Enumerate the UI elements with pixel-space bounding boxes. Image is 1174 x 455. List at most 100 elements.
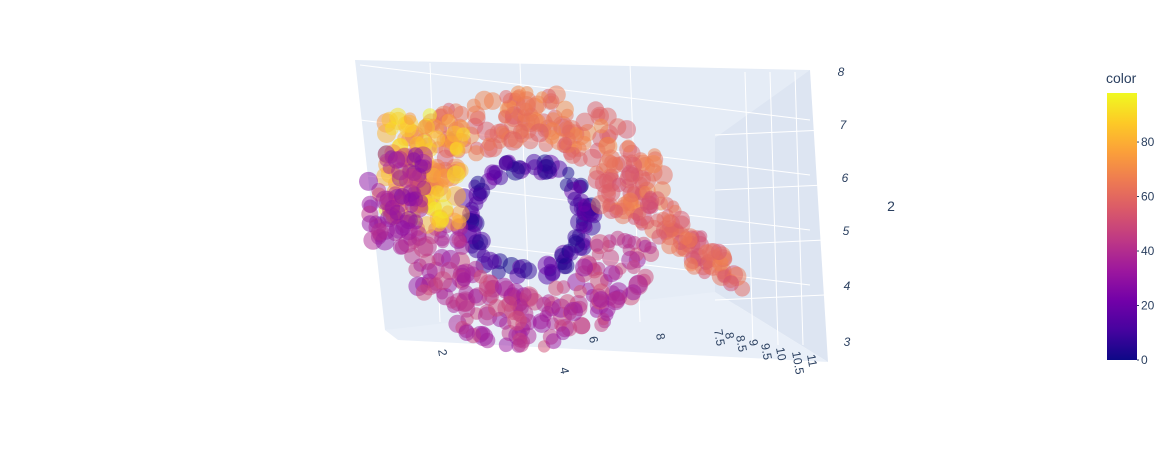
scatter-point: [512, 89, 526, 102]
x-tick-label: 4: [557, 366, 572, 375]
scatter-point: [457, 300, 476, 318]
scatter-point: [644, 241, 657, 255]
grid-line: [769, 71, 779, 346]
scatter-point: [498, 156, 513, 171]
grid-line: [794, 71, 804, 346]
z-axis: 3 4 5 6 7 8 2: [838, 65, 895, 349]
scatter-point: [556, 100, 574, 119]
scatter-point: [389, 107, 407, 125]
scatter-point: [589, 234, 610, 255]
scatter-point: [384, 200, 401, 216]
scatter-point: [600, 308, 614, 322]
scatter-point: [468, 196, 484, 212]
scatter-point: [594, 317, 609, 332]
scatter-point: [562, 166, 575, 179]
scatter-point: [430, 185, 445, 200]
scatter-point: [403, 112, 417, 125]
scatter-point: [621, 139, 635, 153]
y-tick-label: 10.5: [789, 350, 807, 376]
grid-line: [714, 239, 826, 246]
scatter-point: [391, 162, 410, 181]
scatter-point: [620, 166, 640, 186]
scatter-point: [417, 159, 432, 174]
scatter-point: [359, 171, 378, 191]
colorbar: color 0 20 40 60 80: [1106, 70, 1155, 367]
scatter-point: [646, 201, 659, 214]
scatter-point: [512, 124, 529, 140]
scatter-point: [468, 145, 485, 162]
scatter-point: [603, 265, 621, 283]
scatter-point: [593, 118, 609, 134]
y-tick-label: 9: [746, 338, 761, 347]
scatter-point: [587, 101, 605, 119]
grid-line: [714, 129, 826, 136]
x-tick-label: 2: [435, 348, 450, 357]
scatter-point: [526, 159, 543, 176]
z-tick-label: 6: [842, 171, 849, 185]
scatter-point: [557, 257, 575, 275]
scatter-point: [723, 275, 739, 292]
scatter-point: [513, 259, 533, 279]
z-tick-label: 5: [843, 224, 850, 238]
scatter-point: [385, 121, 399, 136]
scatter-point: [572, 316, 591, 335]
scatter-point: [548, 280, 564, 296]
scatter-point: [488, 164, 503, 179]
z-tick-label: 4: [844, 279, 851, 293]
scatter-point: [453, 105, 470, 123]
scatter-point: [671, 210, 691, 229]
scatter-point: [662, 213, 676, 228]
colorbar-tick-label: 40: [1141, 244, 1155, 258]
z-tick-label: 8: [838, 65, 845, 79]
scatter-point: [416, 180, 432, 196]
scatter-point: [679, 231, 693, 245]
z-tick-label: 7: [840, 118, 848, 132]
scatter-point: [371, 223, 389, 241]
scatter-point: [470, 175, 486, 191]
scatter-point: [644, 155, 663, 174]
scatter-point: [436, 235, 450, 249]
scatter-point: [421, 263, 438, 280]
scatter-point: [415, 284, 433, 301]
scatter-point: [498, 337, 514, 353]
scatter-point: [501, 296, 518, 312]
scatter-point: [458, 324, 475, 341]
grid-line: [714, 294, 826, 301]
scatter-point: [559, 178, 574, 192]
scatter-point: [392, 238, 409, 255]
x-axis: 2 4 6 8: [435, 332, 668, 375]
x-tick-label: 8: [653, 332, 668, 341]
scatter-point: [451, 232, 466, 248]
scatter-point: [427, 201, 442, 217]
scatter-point: [544, 265, 561, 282]
y-tick-label: 7.5: [711, 328, 728, 347]
scatter-point: [628, 274, 648, 294]
scatter-point: [564, 146, 582, 164]
scatter-point: [478, 280, 496, 297]
scatter-point: [536, 296, 552, 312]
colorbar-tick-label: 20: [1141, 299, 1155, 313]
scatter-point: [529, 123, 549, 143]
scatter-point: [543, 256, 556, 269]
scatter-point: [558, 136, 573, 151]
scatter-point: [446, 186, 466, 206]
colorbar-tick-label: 80: [1141, 135, 1155, 149]
scatter-point: [466, 117, 484, 135]
scatter-point: [661, 237, 679, 255]
scatter-point: [473, 269, 488, 284]
scatter-point: [601, 182, 621, 203]
scatter-point: [683, 257, 698, 272]
grid-line: [714, 184, 826, 191]
scatter-point: [575, 112, 594, 131]
scatter-point: [563, 301, 583, 322]
scatter-point: [449, 142, 464, 156]
y-tick-label: 9.5: [758, 342, 775, 361]
y-tick-label: 11: [804, 353, 820, 368]
scatter-point: [542, 93, 560, 111]
scatter-point: [587, 170, 607, 190]
scatter-point: [487, 254, 502, 269]
scatter-point: [446, 165, 466, 184]
scatter-point: [640, 215, 655, 230]
scatter-point: [451, 214, 467, 230]
scatter-point: [408, 147, 424, 163]
